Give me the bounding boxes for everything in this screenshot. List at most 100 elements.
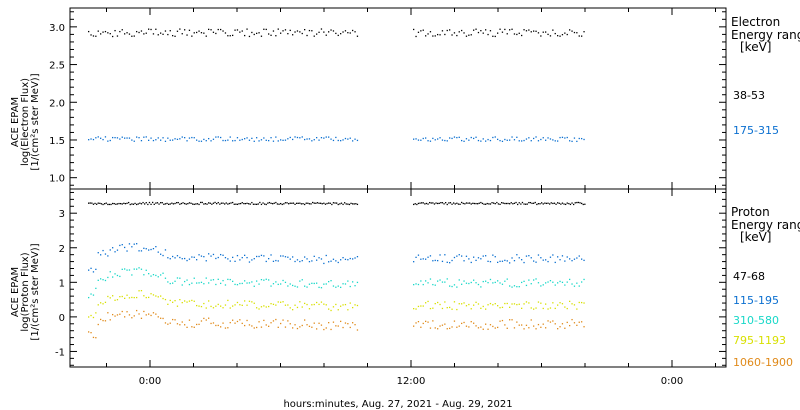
proton-point-1060-1900 [480,326,482,328]
proton-point-1060-1900 [217,324,219,327]
proton-point-795-1193 [239,304,241,306]
electron-point-38-53 [239,31,241,33]
electron-point-38-53 [437,33,439,36]
proton-point-310-580 [143,274,145,276]
proton-point-310-580 [124,268,126,270]
proton-point-795-1193 [439,303,441,306]
proton-point-47-68 [339,203,341,205]
proton-point-310-580 [268,279,270,281]
proton-point-47-68 [262,202,264,204]
proton-point-47-68 [152,201,154,204]
proton-point-795-1193 [521,307,523,309]
proton-point-115-195 [561,255,564,257]
proton-point-115-195 [492,254,494,256]
proton-point-795-1193 [487,304,489,306]
proton-point-115-195 [356,256,359,258]
electron-point-175-315 [208,137,210,140]
proton-point-795-1193 [116,299,119,301]
electron-point-38-53 [434,35,436,37]
proton-point-47-68 [222,202,224,204]
electron-point-38-53 [157,34,159,36]
proton-point-115-195 [241,256,243,259]
proton-point-115-195 [148,249,150,251]
proton-point-47-68 [433,203,436,205]
proton-point-795-1193 [453,301,456,303]
proton-point-47-68 [236,203,239,206]
proton-point-310-580 [482,280,484,283]
electron-point-175-315 [143,136,145,138]
proton-point-1060-1900 [537,323,540,326]
electron-point-175-315 [121,136,123,138]
proton-point-47-68 [504,202,506,205]
proton-point-1060-1900 [542,323,544,325]
proton-point-47-68 [192,203,194,205]
proton-point-1060-1900 [270,322,272,324]
proton-point-115-195 [540,257,542,259]
proton-point-1060-1900 [162,317,164,320]
proton-point-115-195 [114,251,116,253]
electron-point-38-53 [554,32,556,35]
electron-point-175-315 [138,137,140,139]
proton-point-47-68 [137,203,139,205]
proton-point-795-1193 [198,305,200,307]
proton-point-795-1193 [92,316,95,319]
electron-point-175-315 [301,136,303,138]
proton-point-115-195 [196,259,198,261]
electron-point-38-53 [164,30,167,32]
x-tick-label-1200: 12:00 [397,376,426,387]
electron-point-175-315 [444,139,446,142]
proton-point-47-68 [475,202,477,205]
proton-point-47-68 [188,202,191,204]
proton-point-47-68 [107,203,109,206]
electron-point-38-53 [573,31,576,34]
electron-point-38-53 [289,29,291,32]
electron-point-38-53 [451,34,453,36]
proton-point-310-580 [456,286,458,288]
electron-point-175-315 [437,138,439,140]
proton-point-47-68 [294,203,296,206]
proton-point-1060-1900 [222,322,224,324]
proton-point-115-195 [352,258,354,260]
proton-point-1060-1900 [557,328,559,330]
proton-point-1060-1900 [198,323,200,326]
proton-point-115-195 [308,260,311,263]
proton-point-1060-1900 [489,324,492,326]
electron-point-38-53 [461,29,463,32]
proton-point-310-580 [453,284,456,286]
proton-point-310-580 [275,281,277,283]
proton-point-1060-1900 [239,319,241,321]
electron-point-38-53 [482,32,484,34]
electron-point-175-315 [446,140,448,142]
proton-point-310-580 [342,283,344,285]
electron-point-175-315 [349,137,351,139]
proton-point-47-68 [553,202,556,204]
proton-point-115-195 [342,256,344,259]
proton-point-1060-1900 [306,324,308,326]
electron-point-175-315 [540,138,542,141]
proton-point-115-195 [465,255,468,257]
electron-point-38-53 [167,33,169,36]
proton-point-47-68 [307,202,309,204]
electron-point-175-315 [100,137,102,139]
proton-point-310-580 [437,280,439,282]
electron-point-175-315 [564,137,566,139]
electron-point-38-53 [287,33,289,35]
proton-point-795-1193 [128,297,131,299]
proton-point-310-580 [449,285,451,287]
proton-point-115-195 [203,256,205,258]
proton-point-115-195 [422,258,424,260]
proton-point-795-1193 [212,307,215,309]
proton-point-795-1193 [133,296,135,299]
proton-point-1060-1900 [256,326,258,329]
proton-point-795-1193 [294,304,296,306]
proton-point-795-1193 [167,303,169,305]
electron-point-175-315 [136,136,138,138]
proton-point-47-68 [217,201,219,204]
proton-point-47-68 [156,202,159,204]
proton-point-795-1193 [437,301,439,304]
proton-point-310-580 [325,283,327,285]
proton-point-47-68 [443,203,445,205]
proton-point-47-68 [184,202,186,205]
proton-point-310-580 [157,276,159,278]
electron-ylabel-line-1: ACE EPAM [10,97,21,147]
